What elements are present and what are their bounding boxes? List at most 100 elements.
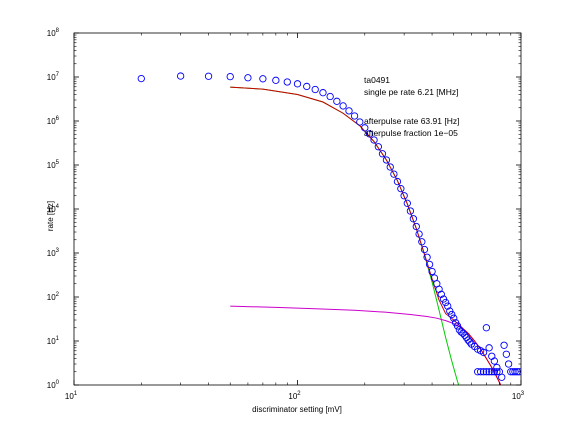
data-point-16 [350, 112, 359, 120]
y-tick-base: 10 [47, 249, 56, 258]
data-point-63 [482, 324, 491, 332]
data-point-36 [423, 253, 431, 261]
data-point-75 [511, 368, 519, 376]
data-point-22 [378, 150, 387, 158]
data-point-10 [311, 85, 319, 94]
data-point-42 [437, 290, 445, 298]
data-point-48 [450, 314, 458, 322]
data-point-33 [415, 230, 423, 238]
data-point-46 [446, 307, 454, 315]
data-point-24 [386, 163, 394, 171]
data-point-37 [425, 260, 434, 269]
data-point-32 [412, 222, 420, 231]
x-tick-label: 103 [512, 391, 525, 401]
x-tick-exponent: 2 [297, 391, 301, 397]
data-point-6 [272, 76, 280, 84]
data-point-66 [490, 357, 499, 365]
data-point-38 [428, 267, 436, 276]
data-point-11 [319, 89, 327, 97]
y-tick-base: 10 [47, 117, 56, 126]
data-point-84 [490, 368, 499, 376]
data-point-8 [293, 80, 302, 88]
data-point-50 [453, 322, 462, 330]
data-point-85 [493, 368, 501, 376]
data-point-21 [374, 143, 382, 151]
data-point-71 [502, 350, 511, 358]
data-point-83 [488, 368, 496, 376]
y-axis-label: rate [Hz] [46, 201, 55, 231]
data-point-26 [393, 177, 402, 186]
data-point-72 [504, 360, 513, 368]
data-point-18 [361, 124, 369, 132]
x-tick-base: 10 [65, 392, 74, 401]
data-point-19 [365, 130, 374, 138]
annotations: ta0491 single pe rate 6.21 [MHz] afterpu… [364, 75, 459, 138]
y-tick-base: 10 [47, 205, 56, 214]
annotation-afterpulse-rate: afterpulse rate 63.91 [Hz] [364, 116, 459, 126]
data-point-25 [390, 170, 398, 178]
y-tick-label: 108 [47, 28, 60, 38]
data-point-31 [409, 215, 418, 223]
data-point-34 [418, 238, 426, 246]
data-point-57 [466, 338, 474, 346]
x-tick-exponent: 3 [521, 391, 525, 397]
y-tick-exponent: 0 [56, 380, 60, 386]
y-tick-exponent: 6 [56, 116, 60, 122]
y-tick-exponent: 3 [56, 248, 60, 254]
data-point-64 [485, 344, 493, 352]
y-tick-exponent: 5 [56, 160, 60, 166]
y-tick-exponent: 1 [56, 336, 60, 342]
y-tick-exponent: 8 [56, 28, 60, 34]
y-tick-label: 100 [47, 380, 60, 390]
y-tick-base: 10 [47, 337, 56, 346]
annotation-single-pe-rate: single pe rate 6.21 [MHz] [364, 87, 459, 97]
y-tick-label: 106 [47, 116, 60, 126]
data-point-67 [493, 363, 501, 372]
data-point-62 [479, 348, 488, 357]
y-tick-label: 103 [47, 248, 60, 258]
y-tick-label: 102 [47, 292, 60, 302]
y-tick-base: 10 [47, 29, 56, 38]
data-point-78 [474, 368, 482, 376]
data-point-9 [303, 82, 311, 91]
series-line-3 [230, 86, 502, 385]
series-layer [137, 72, 521, 385]
data-point-7 [283, 78, 291, 86]
data-point-27 [397, 184, 405, 193]
y-tick-exponent: 2 [56, 292, 60, 298]
data-point-30 [406, 207, 415, 215]
y-tick-label: 104 [47, 204, 60, 214]
data-point-47 [448, 310, 456, 319]
x-tick-base: 10 [512, 392, 521, 401]
data-point-44 [441, 298, 450, 307]
data-point-1 [176, 72, 185, 80]
data-point-20 [370, 136, 378, 144]
y-tick-base: 10 [47, 293, 56, 302]
y-tick-base: 10 [47, 381, 56, 390]
y-tick-base: 10 [47, 73, 56, 82]
data-point-5 [259, 75, 267, 83]
data-point-15 [345, 107, 353, 115]
data-point-17 [356, 118, 364, 126]
x-axis-label: discriminator setting [mV] [252, 405, 342, 414]
y-tick-label: 107 [47, 72, 60, 82]
data-point-82 [485, 368, 493, 376]
data-point-54 [461, 331, 469, 339]
data-point-14 [339, 102, 347, 110]
data-point-2 [204, 72, 213, 80]
data-point-70 [500, 341, 508, 349]
data-point-0 [137, 74, 145, 83]
x-tick-label: 102 [288, 391, 301, 401]
data-point-12 [326, 92, 334, 101]
y-tick-label: 101 [47, 336, 60, 346]
data-point-69 [498, 373, 506, 381]
data-point-81 [482, 368, 491, 376]
data-point-45 [444, 302, 452, 310]
y-tick-label: 105 [47, 160, 60, 170]
data-point-13 [333, 97, 341, 105]
y-tick-exponent: 7 [56, 72, 60, 78]
x-tick-label: 101 [65, 391, 78, 401]
annotation-afterpulse-fraction: afterpulse fraction 1e−05 [364, 128, 458, 138]
